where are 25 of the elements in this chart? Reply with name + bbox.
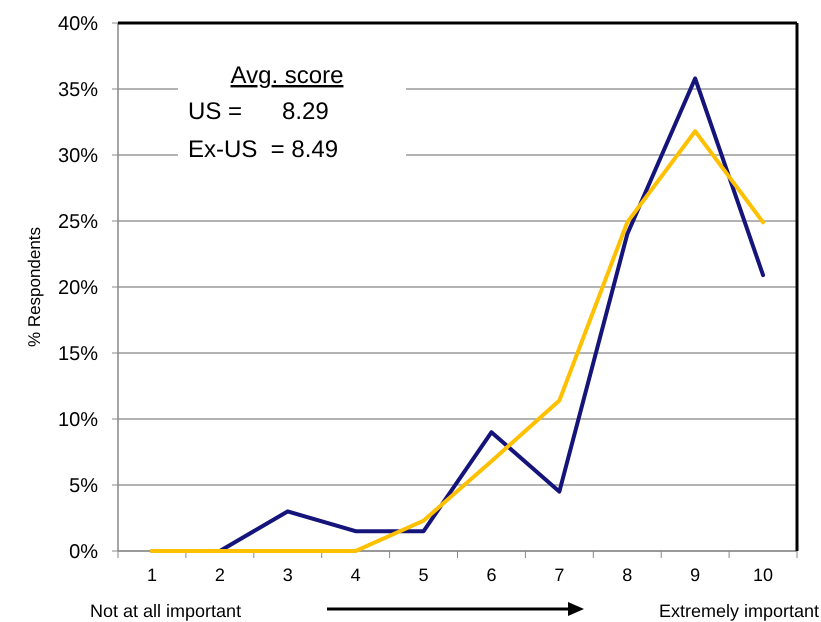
x-tick-label: 9	[690, 565, 700, 585]
y-tick-label: 20%	[58, 277, 98, 299]
y-tick-label: 0%	[69, 541, 98, 563]
y-tick-label: 5%	[69, 475, 98, 497]
x-tick-label: 5	[418, 565, 429, 585]
x-tick-label: 7	[554, 565, 564, 585]
text: Extremely important	[658, 601, 819, 621]
y-tick-label: 15%	[58, 343, 98, 365]
x-tick-label: 6	[486, 565, 496, 585]
y-tick-label: 10%	[58, 409, 98, 431]
x-tick-label: 10	[753, 565, 774, 585]
annotation: Ex-US = 8.49	[188, 136, 338, 163]
annotation: Avg. score	[230, 62, 344, 89]
x-tick-label: 1	[146, 565, 157, 585]
x-tick-label: 4	[350, 565, 361, 585]
x-tick-label: 8	[622, 565, 632, 585]
annotation: US = 8.29	[188, 98, 329, 125]
x-tick-label: 2	[214, 565, 225, 585]
y-tick-label: 35%	[58, 79, 98, 101]
x-tick-label: 3	[282, 565, 293, 585]
y-tick-label: 30%	[58, 145, 98, 167]
y-tick-label: 40%	[58, 13, 98, 35]
y-axis-title: % Respondents	[25, 226, 44, 348]
y-tick-label: 25%	[58, 211, 98, 233]
text: Not at all important	[90, 601, 242, 621]
